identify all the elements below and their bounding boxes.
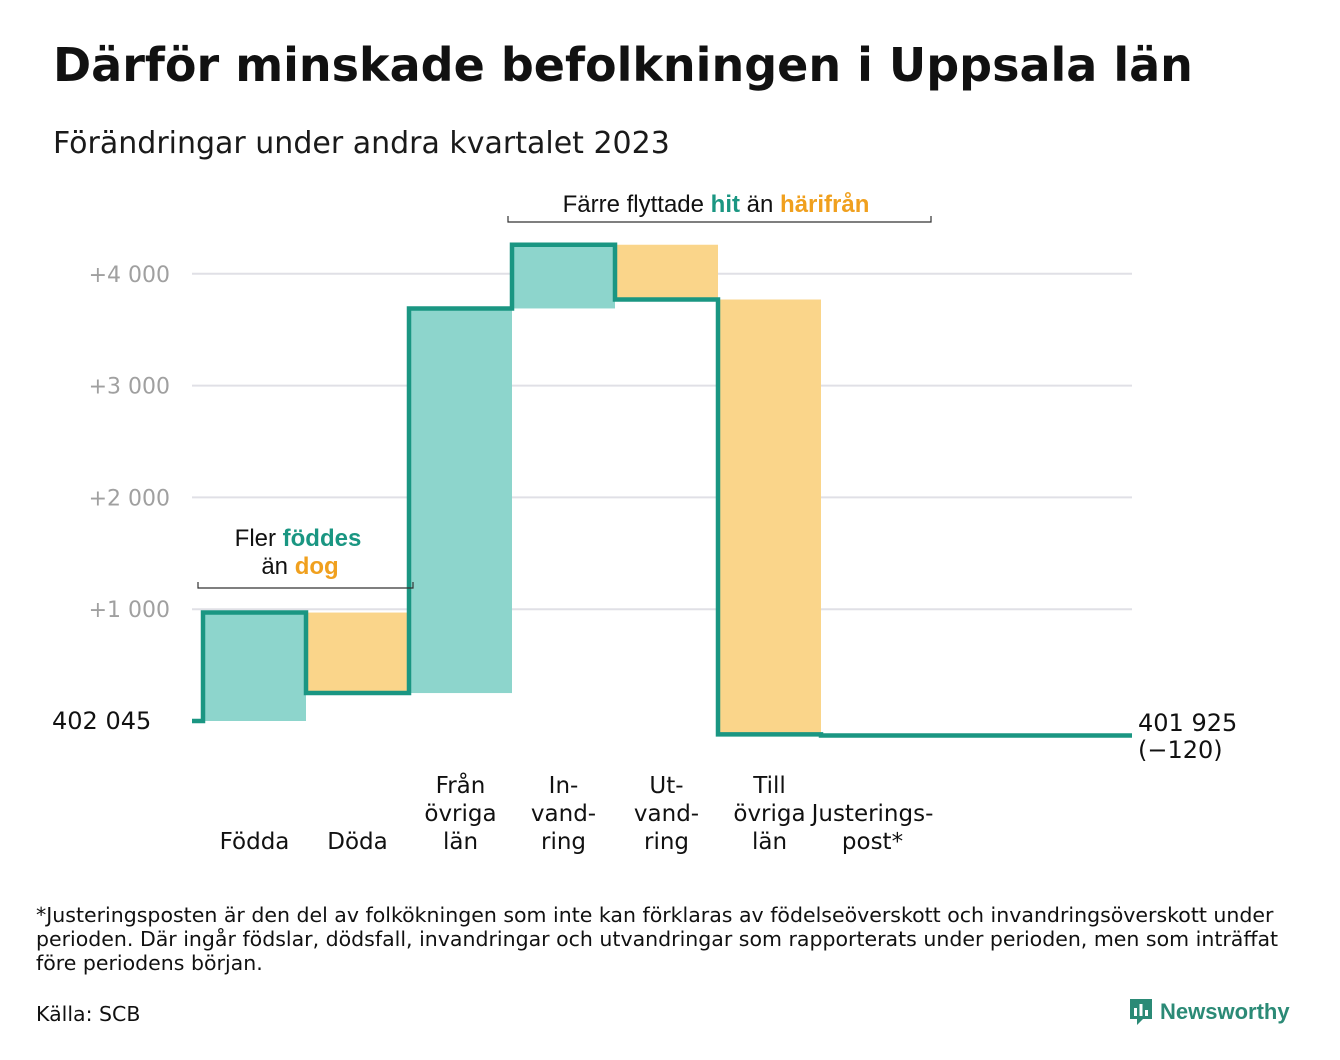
x-tick-label: Från [436,771,486,799]
annotation-highlight-away: härifrån [780,191,869,218]
bar-till-övriga-län [718,299,821,735]
x-tick-label: övriga [733,801,805,827]
annotation-bracket [197,582,414,589]
waterfall-chart: +1 000+2 000+3 000+4 000 Födda DödaFrånöv… [52,191,1237,855]
svg-text:Fler föddes: Fler föddes [235,525,362,552]
svg-text:Färre flyttade hit än härifrån: Färre flyttade hit än härifrån [563,191,870,218]
x-tick-label: ring [541,829,586,855]
x-tick-label: Ut- [649,773,683,799]
newsworthy-logo-icon [1130,999,1152,1025]
annotation-text: än [261,553,294,580]
y-tick-label: +2 000 [89,486,170,511]
annotation-highlight-here: hit [711,191,740,218]
x-tick-label: övriga [424,801,496,827]
y-tick-label: +1 000 [89,598,170,623]
bar-döda [306,612,409,694]
x-tick-label: In- [549,773,579,799]
x-tick-label: län [752,829,787,855]
cumulative-line [192,242,1132,738]
x-tick-label: Döda [327,829,387,855]
cumulative-step-line [192,242,1132,738]
end-change-label: (−120) [1138,736,1223,764]
bar-utvandring [615,244,718,300]
x-tick-label: Födda [220,829,290,855]
y-axis-ticks: +1 000 +2 000 +3 000 +4 000 [89,263,170,623]
chart-subtitle: Förändringar under andra kvartalet 2023 [53,126,670,161]
x-tick-label: ring [644,829,689,855]
x-tick-label: län [443,829,478,855]
x-tick-label: Justerings- [810,801,934,827]
x-axis-labels: Födda DödaFrånövrigalänIn-vand-ringUt-van… [220,771,934,855]
footnote: *Justeringsposten är den del av folkökni… [36,903,1279,975]
bar-invandring [512,244,615,309]
x-tick-label: vand- [634,801,699,827]
annotation-text: Fler [235,525,283,552]
start-value-label: 402 045 [52,707,151,735]
y-tick-label: +4 000 [89,263,170,288]
birth-death-annotation: Fler föddes än dog [197,525,414,589]
source-label: Källa: SCB [36,1002,141,1026]
x-tick-label: Till [752,773,786,799]
x-tick-label: vand- [531,801,596,827]
annotation-highlight-born: föddes [283,525,362,552]
chart-title: Därför minskade befolkningen i Uppsala l… [53,38,1193,92]
annotation-highlight-died: dog [295,553,339,580]
annotation-text: än [740,191,780,218]
bars [203,244,821,735]
migration-annotation: Färre flyttade hit än härifrån [507,191,932,223]
end-value-label: 401 925 [1138,709,1237,737]
svg-text:än dog: än dog [261,553,338,580]
annotation-text: Färre flyttade [563,191,711,218]
brand-logo: Newsworthy [1128,997,1290,1027]
bar-från-övriga-län [409,308,512,694]
y-tick-label: +3 000 [89,375,170,400]
brand-name: Newsworthy [1160,999,1290,1024]
x-tick-label: post* [842,829,903,855]
bar-födda [203,612,306,721]
annotation-bracket [507,216,932,223]
